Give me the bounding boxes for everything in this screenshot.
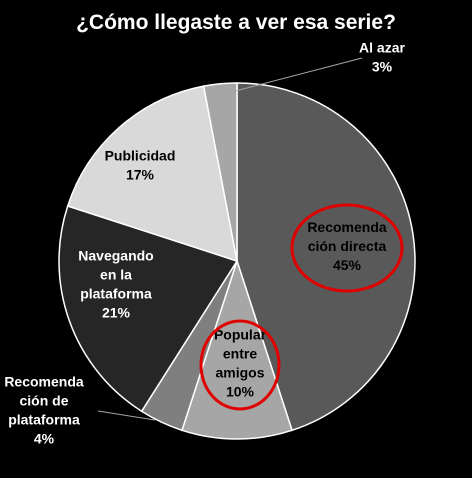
slice-label-line: 17%: [126, 167, 155, 183]
slice-label: Publicidad 17%: [105, 148, 176, 183]
slice-label-line: plataforma: [8, 412, 80, 428]
slice-label: Popular entre amigos 10%: [214, 327, 267, 400]
pie-slice: [236, 82, 416, 432]
slice-label-line: Popular: [214, 327, 267, 343]
slice-label: Al azar 3%: [359, 40, 405, 75]
leader-line: [219, 57, 363, 96]
chart-title: ¿Cómo llegaste a ver esa serie?: [76, 11, 396, 34]
slice-label-line: plataforma: [80, 286, 152, 302]
pie-slice: [202, 82, 238, 262]
slice-label-line: Al azar: [359, 40, 405, 56]
slice-label-line: entre: [223, 346, 257, 362]
highlight-circle: [290, 203, 404, 293]
slice-label-line: ción directa: [308, 238, 387, 254]
slice-label-line: 45%: [333, 257, 362, 273]
pie-labels: Recomenda ción directa 45% Popular entre amig…: [4, 40, 405, 447]
slice-label: Navegando en la plataforma 21%: [78, 248, 153, 321]
slice-label: Recomenda ción de plataforma 4%: [4, 374, 84, 447]
pie-slice: [58, 205, 239, 413]
slice-label-line: Recomenda: [4, 374, 84, 390]
slice-label-line: Navegando: [78, 248, 153, 264]
pie-slice: [66, 85, 238, 263]
leader-line: [97, 410, 156, 421]
slice-label-line: Publicidad: [105, 148, 176, 164]
slice-label-line: amigos: [215, 365, 264, 381]
slice-label-line: Recomenda: [307, 219, 387, 235]
highlight-circle: [199, 319, 281, 411]
slice-label-line: 10%: [226, 384, 255, 400]
slice-label-line: 4%: [34, 431, 55, 447]
slice-label: Recomenda ción directa 45%: [307, 219, 387, 273]
slice-label-line: ción de: [19, 393, 68, 409]
slice-label-line: 21%: [102, 305, 131, 321]
pie-slices: [58, 82, 416, 440]
slice-label-line: 3%: [372, 59, 393, 75]
slice-label-line: en la: [100, 267, 132, 283]
